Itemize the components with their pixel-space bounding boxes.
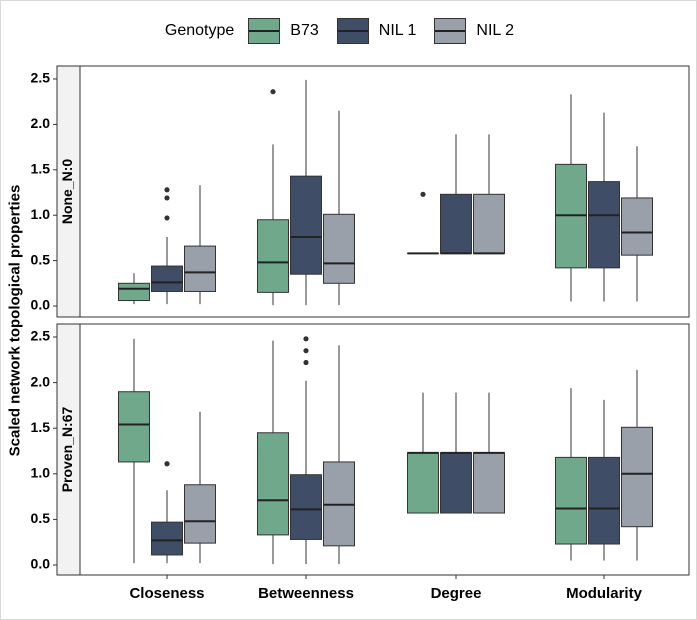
outlier-2-closeness-nil1-0 [164,461,170,467]
box-2-degree-nil1 [440,452,472,514]
legend-label-nil2: NIL 2 [476,22,515,39]
legend-key-nil1 [336,18,369,44]
box-2-modularity-nil2 [621,426,653,528]
y-tick-label-1-2: 1.0 [31,206,51,222]
box-1-betweenness-nil1 [290,175,322,275]
y-tick-label-2-2: 1.0 [31,465,51,481]
y-tick-label-1-1: 0.5 [31,251,51,267]
y-tick-label-2-5: 2.5 [31,328,51,344]
facet-strip-1 [56,65,81,318]
legend-key-b73 [248,18,281,44]
y-tick-label-1-4: 2.0 [31,115,51,131]
facet-strip-2 [56,323,81,576]
legend-key-nil2 [434,18,467,44]
legend-item-nil2: NIL 2 [434,18,514,44]
box-1-modularity-nil1 [588,181,620,269]
outlier-1-closeness-nil1-0 [164,215,170,221]
outlier-1-closeness-nil1-2 [164,187,170,193]
box-2-betweenness-b73 [257,432,289,536]
x-tick-label-betweenness: Betweenness [258,585,354,602]
facet-label-1: None_N:0 [59,159,75,225]
outlier-2-betweenness-nil1-2 [303,336,309,342]
y-tick-label-1-3: 1.5 [31,161,51,177]
outlier-2-betweenness-nil1-0 [303,359,309,366]
y-tick-label-1-0: 0.0 [31,297,51,313]
legend-item-nil1: NIL 1 [336,18,417,44]
y-tick-label-2-4: 2.0 [31,373,51,389]
legend-label-b73: B73 [290,22,319,39]
box-1-degree-nil1 [440,193,472,254]
box-2-closeness-b73 [118,391,150,463]
box-2-degree-nil2 [473,452,505,514]
box-2-closeness-nil2 [184,484,216,544]
legend: Genotype B73 NIL 1 NIL 2 [0,14,697,48]
box-1-closeness-nil2 [184,245,216,292]
legend-label-nil1: NIL 1 [378,22,417,39]
box-2-modularity-nil1 [588,456,620,545]
outlier-2-betweenness-nil1-1 [303,348,309,354]
box-1-degree-nil2 [473,193,505,254]
x-tick-label-closeness: Closeness [129,585,204,602]
box-2-betweenness-nil1 [290,474,322,540]
legend-title: Genotype [164,22,235,39]
box-2-degree-b73 [407,452,439,514]
box-1-closeness-b73 [118,282,150,302]
outlier-1-degree-b73-0 [420,191,426,197]
facet-label-2: Proven_N:67 [59,406,75,492]
box-2-closeness-nil1 [151,521,183,556]
box-1-modularity-nil2 [621,197,653,256]
x-tick-label-modularity: Modularity [566,585,642,602]
box-2-modularity-b73 [555,456,587,545]
outlier-1-betweenness-b73-0 [270,89,276,95]
box-1-betweenness-nil2 [323,213,355,284]
y-tick-label-2-0: 0.0 [31,556,51,572]
y-tick-label-2-3: 1.5 [31,419,51,435]
x-tick-label-degree: Degree [431,585,482,602]
legend-item-b73: B73 [248,18,319,44]
y-tick-label-2-1: 0.5 [31,510,51,526]
y-tick-label-1-5: 2.5 [31,70,51,86]
box-1-closeness-nil1 [151,265,183,292]
box-1-betweenness-b73 [257,219,289,293]
outlier-1-closeness-nil1-1 [164,195,170,201]
